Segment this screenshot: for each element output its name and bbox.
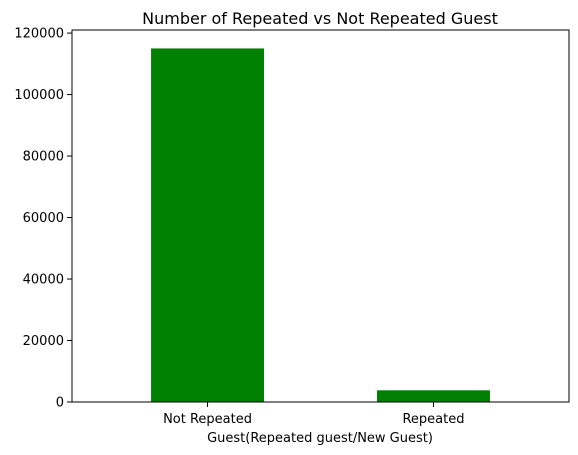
bar-not-repeated bbox=[151, 48, 265, 402]
y-tick-label-60000: 60000 bbox=[23, 211, 64, 226]
bar-repeated bbox=[376, 390, 490, 402]
y-tick-label-0: 0 bbox=[56, 396, 64, 411]
y-tick-label-40000: 40000 bbox=[23, 273, 64, 288]
x-axis: Not Repeated Repeated bbox=[163, 402, 464, 427]
x-tick-label-repeated: Repeated bbox=[402, 412, 464, 427]
x-tick-label-not-repeated: Not Repeated bbox=[163, 412, 252, 427]
y-tick-label-20000: 20000 bbox=[23, 334, 64, 349]
plot-area-frame bbox=[71, 29, 570, 403]
y-axis: 0 20000 40000 60000 80000 100000 120000 bbox=[14, 27, 72, 411]
x-axis-label: Guest(Repeated guest/New Guest) bbox=[207, 431, 433, 446]
y-tick-label-80000: 80000 bbox=[23, 150, 64, 165]
chart-title: Number of Repeated vs Not Repeated Guest bbox=[142, 9, 498, 28]
y-tick-label-100000: 100000 bbox=[14, 88, 64, 103]
y-tick-label-120000: 120000 bbox=[14, 27, 64, 42]
bars-group bbox=[151, 48, 490, 402]
